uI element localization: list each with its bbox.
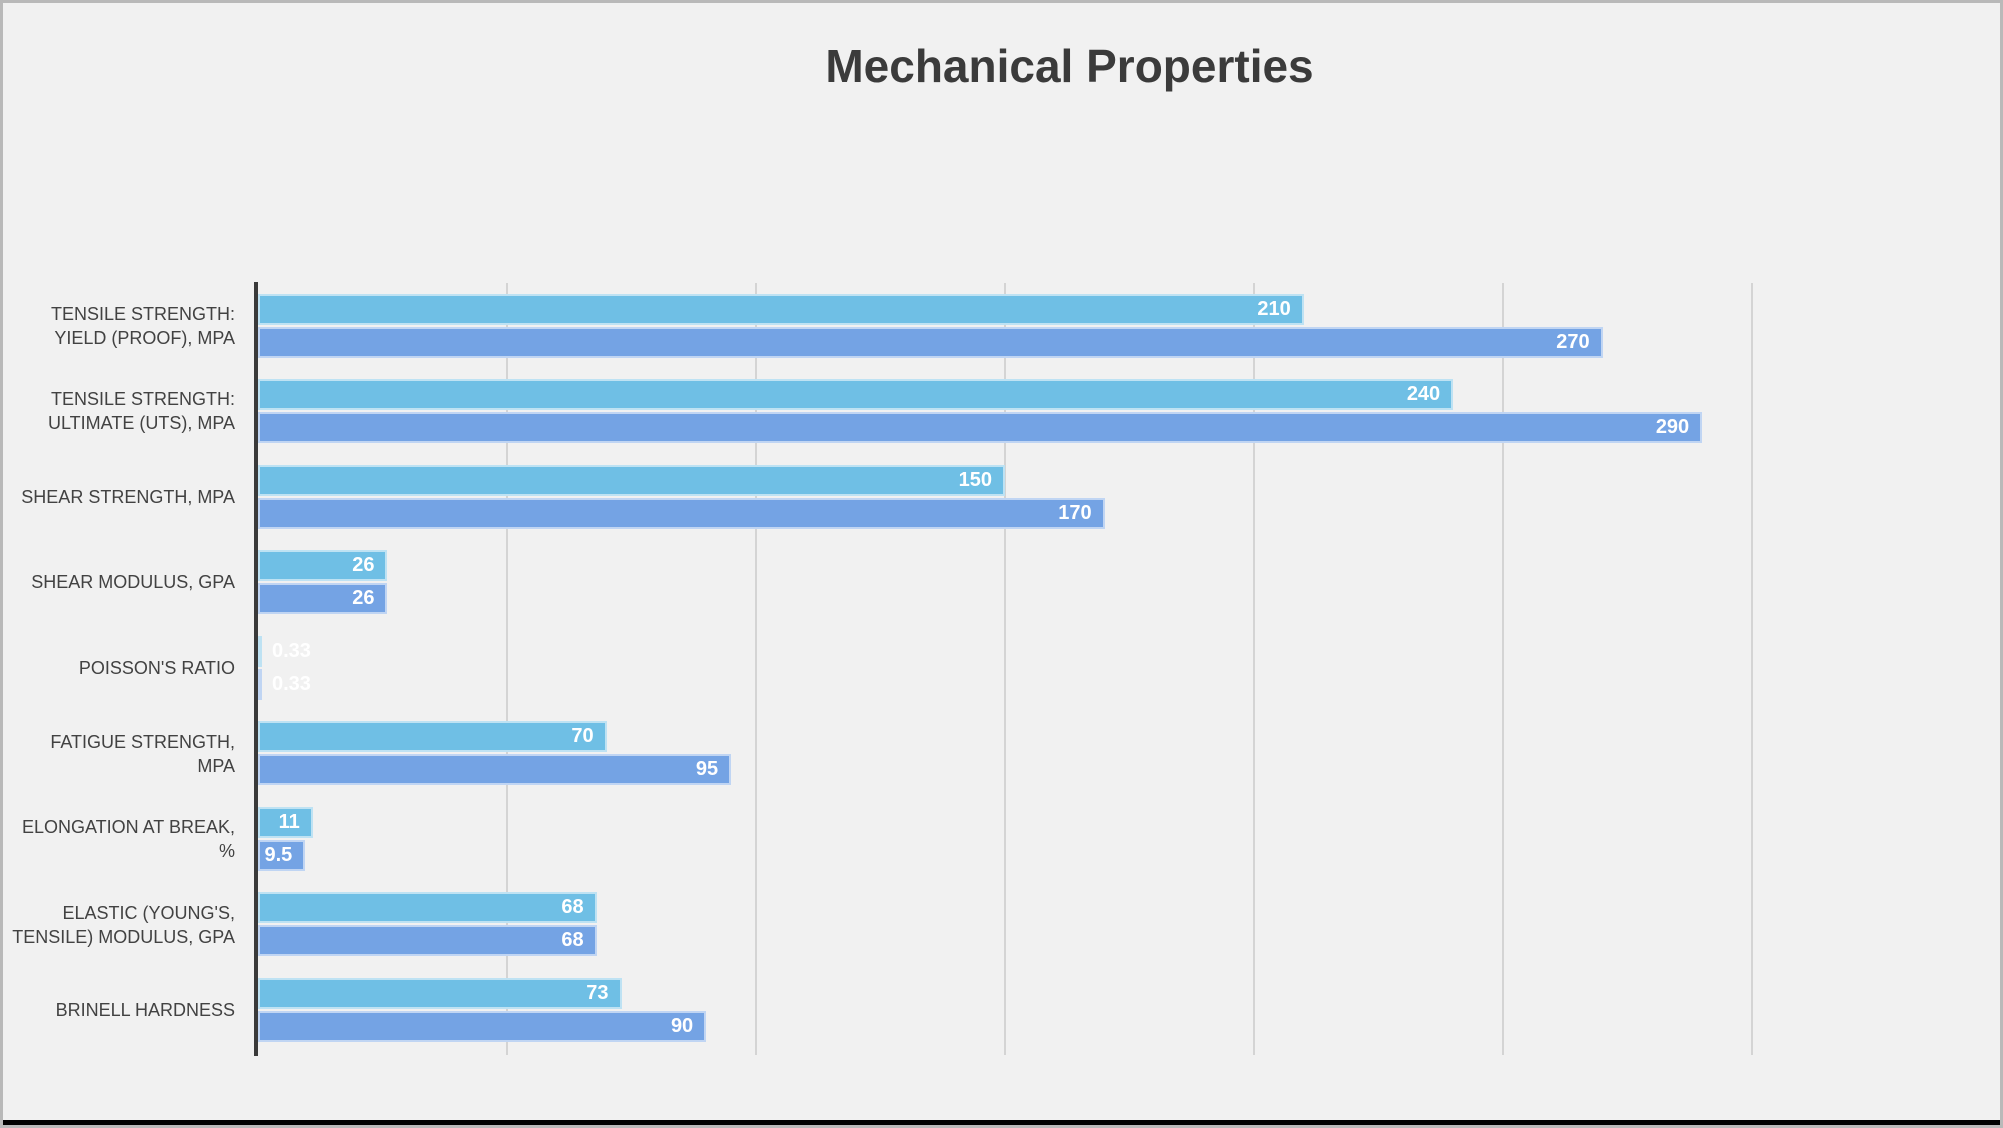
bar-series-2: 270 [258, 326, 1603, 358]
bar-value-label: 90 [670, 1014, 694, 1037]
bar-value-label: 170 [1058, 501, 1092, 524]
x-gridline [1502, 283, 1504, 1055]
bar-value-label: 270 [1556, 330, 1590, 353]
bar-series-1: 240 [258, 379, 1454, 411]
bar-series-2: 26 [258, 583, 388, 615]
bar-value-label: 0.33 [272, 672, 311, 695]
bar-value-label: 0.33 [272, 639, 311, 662]
x-gridline [506, 283, 508, 1055]
plot-area: 210 270 240 290 150 170 26 26 0.33 0.33 70 95 11 9.5 6… [254, 282, 2000, 1056]
category-label: ELASTIC (YOUNG'S, TENSILE) MODULUS, GPA [12, 902, 235, 947]
x-gridline [1751, 283, 1753, 1055]
bar-value-label: 73 [586, 981, 609, 1004]
category-label: FATIGUE STRENGTH, MPA [50, 731, 235, 776]
x-gridline [1004, 283, 1006, 1055]
bar-series-1: 0.33 [258, 635, 311, 667]
bar-series-1: 70 [258, 721, 607, 753]
bar-series-2: 170 [258, 497, 1105, 529]
bar-series-1: 26 [258, 550, 388, 582]
window-bottom-strip [3, 1120, 2000, 1125]
category-label: SHEAR STRENGTH, MPA [21, 486, 235, 507]
bar-value-label: 26 [352, 587, 375, 610]
category-label: ELONGATION AT BREAK, % [21, 817, 235, 862]
bar-value-label: 68 [561, 896, 584, 919]
y-axis-line [254, 282, 258, 1056]
bar-series-2: 290 [258, 412, 1703, 444]
bar-series-1: 150 [258, 464, 1005, 496]
bar-value-label: 70 [571, 725, 594, 748]
bar-series-1: 210 [258, 293, 1304, 325]
bar-value-label: 26 [352, 554, 375, 577]
bar-value-label: 95 [695, 758, 719, 781]
bar-value-label: 290 [1655, 416, 1690, 439]
bar-value-label: 240 [1406, 383, 1441, 406]
bar-series-2: 9.5 [258, 839, 306, 871]
bar-value-label: 210 [1257, 297, 1291, 320]
category-labels: TENSILE STRENGTH: YIELD (PROOF), MPA TENS… [3, 3, 244, 1125]
category-label: POISSON'S RATIO [78, 657, 235, 678]
bar-series-1: 68 [258, 892, 597, 924]
category-label: BRINELL HARDNESS [55, 1000, 235, 1021]
bar-value-label: 150 [958, 468, 992, 491]
category-label: SHEAR MODULUS, GPA [31, 572, 235, 593]
bar-value-label: 68 [561, 929, 584, 952]
bar-series-2: 90 [258, 1010, 707, 1042]
bar-value-label: 9.5 [264, 843, 293, 866]
bar-value-label: 11 [278, 810, 300, 833]
x-gridline [755, 283, 757, 1055]
category-label: TENSILE STRENGTH: ULTIMATE (UTS), MPA [48, 389, 235, 434]
bar-series-1: 11 [258, 806, 313, 838]
category-label: TENSILE STRENGTH: YIELD (PROOF), MPA [50, 303, 235, 348]
bar-series-1: 73 [258, 977, 622, 1009]
bar-series-2: 95 [258, 754, 732, 786]
x-gridline [1253, 283, 1255, 1055]
chart-title: Mechanical Properties [825, 40, 1314, 92]
bar-series-2: 68 [258, 925, 597, 957]
bar-series-2: 0.33 [258, 668, 311, 700]
